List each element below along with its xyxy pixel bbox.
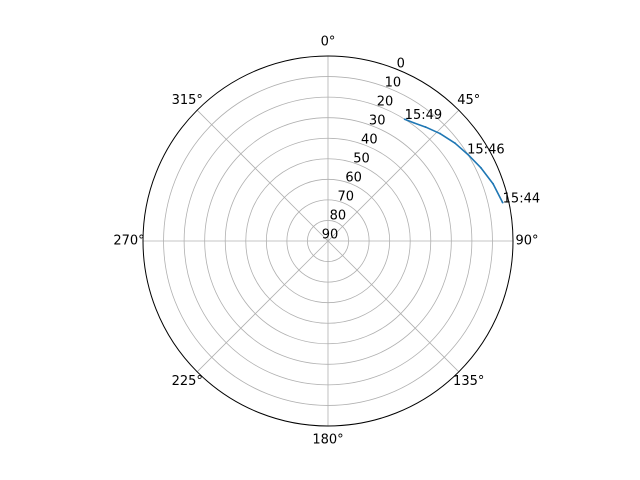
radial-tick-label: 80 xyxy=(330,209,347,224)
angle-tick-label: 90° xyxy=(515,234,538,249)
angular-gridline xyxy=(196,240,329,373)
angle-tick-label: 180° xyxy=(312,433,343,448)
radial-tick-label: 0 xyxy=(397,57,405,72)
radial-tick-label: 20 xyxy=(377,95,394,110)
label-layer: 0° 45° 90° 135° 180° 225° 270° 315° 0 10 20 30 40 50 6… xyxy=(113,35,540,448)
radial-tick-label: 30 xyxy=(369,114,386,129)
radial-tick-label: 60 xyxy=(345,171,362,186)
radial-tick-label: 10 xyxy=(385,76,402,91)
series-point xyxy=(412,121,415,124)
angular-gridline xyxy=(196,109,329,242)
time-annotation: 15:49 xyxy=(405,108,442,123)
angle-tick-label: 135° xyxy=(453,374,484,389)
series-line xyxy=(404,118,504,203)
series-point xyxy=(466,153,469,156)
angle-tick-label: 270° xyxy=(113,234,144,249)
angle-tick-label: 45° xyxy=(457,93,480,108)
series-point xyxy=(454,142,456,145)
series-point xyxy=(480,167,482,169)
radial-tick-label: 50 xyxy=(353,152,370,167)
series-point xyxy=(403,118,406,121)
radial-tick-label: 70 xyxy=(337,190,354,205)
series-point xyxy=(439,132,441,135)
series-layer xyxy=(403,118,504,204)
angular-gridline xyxy=(327,240,460,373)
radial-tick-label: 90 xyxy=(322,228,339,243)
time-annotation: 15:44 xyxy=(503,192,540,207)
polar-frame xyxy=(142,55,514,427)
series-point xyxy=(424,126,427,128)
angle-tick-label: 315° xyxy=(172,93,203,108)
angle-tick-label: 0° xyxy=(321,35,336,50)
series-point xyxy=(492,182,495,185)
radial-tick-label: 40 xyxy=(361,133,378,148)
angle-tick-label: 225° xyxy=(172,374,203,389)
series-point xyxy=(501,201,504,204)
time-annotation: 15:46 xyxy=(467,142,504,157)
